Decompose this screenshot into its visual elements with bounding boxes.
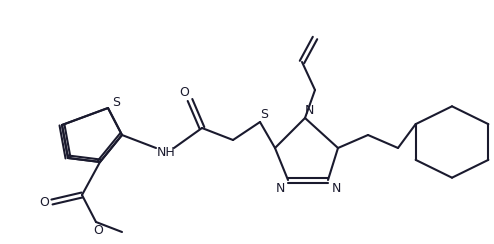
- Text: O: O: [93, 224, 103, 236]
- Text: NH: NH: [157, 146, 175, 160]
- Text: N: N: [331, 182, 341, 194]
- Text: N: N: [275, 182, 285, 194]
- Text: O: O: [39, 195, 49, 209]
- Text: O: O: [179, 87, 189, 100]
- Text: S: S: [260, 108, 268, 121]
- Text: S: S: [112, 95, 120, 109]
- Text: N: N: [304, 103, 314, 116]
